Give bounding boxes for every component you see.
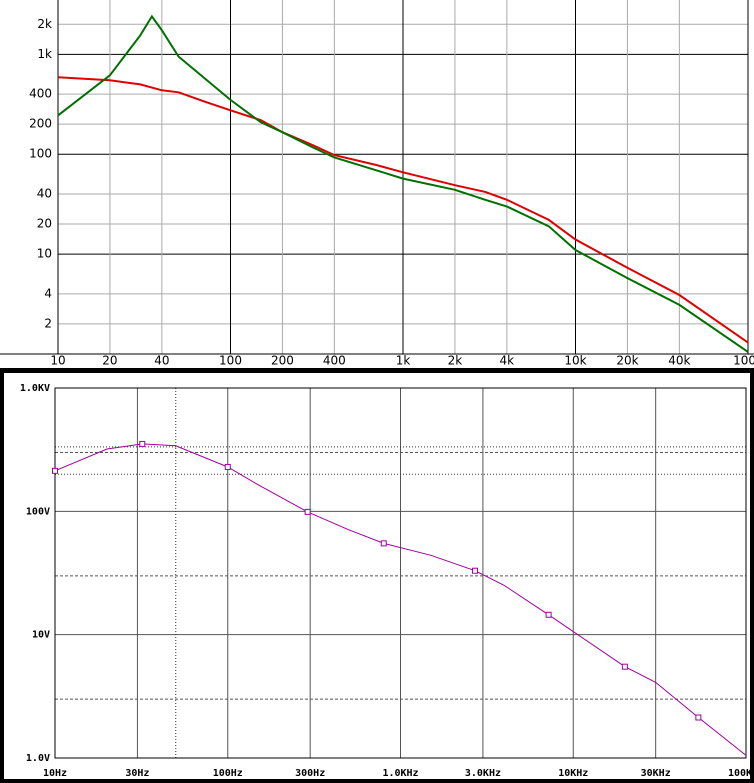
series-line (57, 14, 749, 353)
point-marker (139, 440, 146, 447)
x-tick-label: 10k (564, 354, 586, 368)
point-marker (224, 463, 231, 470)
x-tick-label: 300Hz (295, 768, 325, 779)
point-marker (472, 567, 479, 574)
point-marker (304, 508, 311, 515)
x-tick-label: 10 (50, 354, 65, 368)
x-tick-label: 30KHz (641, 768, 671, 779)
y-tick-label: 40 (37, 186, 52, 200)
y-tick-label: 100 (29, 147, 52, 161)
point-marker (621, 663, 628, 670)
x-tick-label: 1.0KHz (382, 768, 418, 779)
plot-border (54, 387, 747, 759)
y-tick-label: 400 (29, 87, 52, 101)
x-tick-label: 30Hz (125, 768, 149, 779)
y-tick-label: 10V (32, 630, 50, 641)
x-tick-label: 100 (219, 354, 242, 368)
point-marker (545, 611, 552, 618)
y-tick-label: 4 (44, 286, 52, 300)
y-tick-label: 2k (37, 17, 52, 31)
x-tick-label: 200 (271, 354, 294, 368)
x-tick-label: 1k (396, 354, 411, 368)
x-tick-label: 40 (154, 354, 169, 368)
series-line (57, 76, 749, 344)
x-tick-label: 3.0KHz (465, 768, 501, 779)
x-tick-label: 400 (323, 354, 346, 368)
x-tick-label: 40k (668, 354, 690, 368)
x-tick-label: 2k (448, 354, 463, 368)
x-tick-label: 4k (500, 354, 515, 368)
point-marker (695, 714, 702, 721)
top-panel (0, 0, 754, 368)
x-tick-label: 100KHz (728, 768, 754, 779)
x-tick-label: 20 (102, 354, 117, 368)
point-marker (380, 540, 387, 547)
y-tick-label: 20 (37, 217, 52, 231)
y-tick-label: 200 (29, 117, 52, 131)
y-tick-label: 1.0V (26, 753, 50, 764)
x-tick-label: 100Hz (213, 768, 243, 779)
y-tick-label: 2 (44, 316, 52, 330)
y-tick-label: 100V (26, 506, 50, 517)
point-marker (52, 467, 58, 474)
x-tick-label: 10KHz (558, 768, 588, 779)
x-tick-label: 20k (616, 354, 638, 368)
x-tick-label: 100k (733, 354, 754, 368)
y-tick-label: 1k (37, 47, 52, 61)
y-tick-label: 1.0KV (20, 383, 50, 394)
y-tick-label: 10 (37, 247, 52, 261)
x-tick-label: 10Hz (43, 768, 67, 779)
